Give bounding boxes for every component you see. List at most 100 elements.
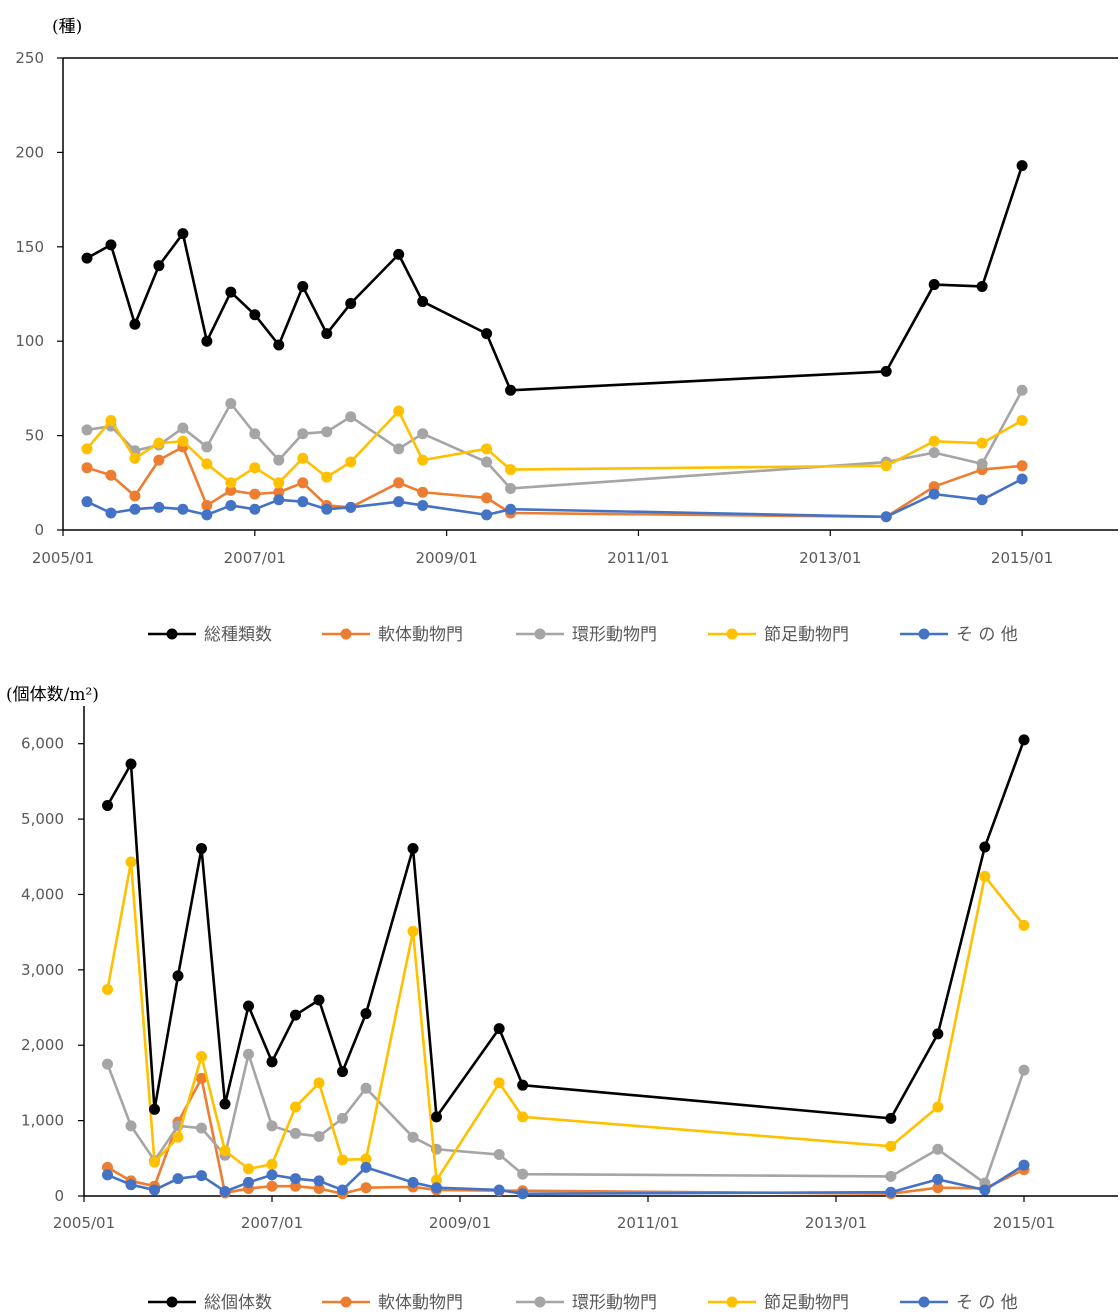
data-point bbox=[149, 1103, 160, 1115]
data-point bbox=[481, 443, 493, 455]
data-point bbox=[431, 1182, 442, 1194]
data-point bbox=[407, 842, 419, 854]
legend-label: 節足動物門 bbox=[764, 625, 849, 645]
data-point bbox=[321, 328, 333, 340]
data-point bbox=[196, 1170, 207, 1182]
legend-marker bbox=[534, 628, 546, 640]
data-point bbox=[976, 437, 988, 449]
x-tick-label: 2007/01 bbox=[241, 1214, 303, 1232]
data-point bbox=[125, 856, 137, 868]
data-point bbox=[517, 1168, 529, 1180]
data-point bbox=[417, 428, 429, 440]
legend-marker bbox=[534, 1296, 546, 1308]
species-count-plot: 0 50 100 150 200 250 2005/01 2007/01 2009/01 2011… bbox=[15, 49, 1118, 645]
data-point bbox=[1016, 473, 1028, 485]
y-tick-label: 200 bbox=[15, 143, 44, 161]
data-point bbox=[81, 462, 93, 474]
data-point bbox=[81, 443, 93, 455]
data-point bbox=[225, 286, 237, 298]
legend-label: 環形動物門 bbox=[572, 625, 657, 645]
data-point bbox=[266, 1169, 278, 1181]
y-tick-label: 3,000 bbox=[21, 961, 64, 979]
data-point bbox=[393, 477, 405, 489]
x-tick-label: 2007/01 bbox=[224, 549, 286, 567]
data-point bbox=[297, 428, 309, 440]
data-point bbox=[976, 280, 988, 292]
data-point bbox=[393, 496, 405, 508]
x-tick-label: 2015/01 bbox=[993, 1214, 1055, 1232]
data-point bbox=[313, 1182, 325, 1194]
data-point bbox=[273, 477, 285, 489]
data-point bbox=[1018, 1064, 1030, 1076]
data-point bbox=[149, 1184, 160, 1196]
data-point bbox=[1016, 160, 1028, 172]
y-unit-label: (個体数/m²) bbox=[6, 680, 99, 705]
data-point bbox=[417, 499, 429, 511]
legend-marker bbox=[166, 628, 178, 640]
data-point bbox=[153, 501, 165, 513]
data-point bbox=[321, 471, 333, 483]
y-tick-label: 2,000 bbox=[21, 1036, 64, 1054]
data-point bbox=[219, 1098, 231, 1110]
data-point bbox=[337, 1112, 348, 1124]
data-point bbox=[360, 1008, 372, 1020]
data-point bbox=[517, 1079, 529, 1091]
species-count-chart: (種) 0 50 100 150 200 250 2005/01 2007/01 2009/01… bbox=[15, 17, 1118, 645]
data-point bbox=[177, 503, 189, 515]
data-point bbox=[172, 970, 184, 982]
series-line bbox=[85, 409, 1023, 485]
y-tick-label: 0 bbox=[54, 1187, 64, 1205]
data-point bbox=[266, 1158, 278, 1170]
data-point bbox=[196, 842, 207, 854]
data-point bbox=[273, 339, 285, 351]
y-tick-label: 6,000 bbox=[21, 735, 64, 753]
x-tick-label: 2005/01 bbox=[32, 549, 94, 567]
y-unit-text: (個体数/m²) bbox=[6, 685, 99, 705]
data-point bbox=[129, 452, 141, 464]
individual-count-plot: 0 1,000 2,000 3,000 4,000 5,000 6,000 2005/01 20… bbox=[21, 706, 1118, 1312]
data-point bbox=[81, 424, 93, 436]
data-point bbox=[1016, 414, 1028, 426]
data-point bbox=[153, 454, 165, 466]
x-tick-label: 2013/01 bbox=[805, 1214, 867, 1232]
data-point bbox=[290, 1009, 301, 1021]
data-point bbox=[976, 458, 988, 470]
data-point bbox=[431, 1111, 442, 1123]
data-point bbox=[129, 318, 141, 330]
data-point bbox=[417, 454, 429, 466]
data-point bbox=[1018, 734, 1030, 746]
x-tick-label: 2013/01 bbox=[799, 549, 861, 567]
legend-marker bbox=[726, 1296, 738, 1308]
data-point bbox=[201, 441, 213, 453]
legend-label: そ の 他 bbox=[956, 1293, 1018, 1312]
legend-marker bbox=[726, 628, 738, 640]
data-point bbox=[172, 1173, 184, 1185]
legend-label: 軟体動物門 bbox=[378, 1293, 463, 1312]
data-point bbox=[360, 1182, 372, 1194]
data-point bbox=[81, 252, 93, 264]
data-point bbox=[1018, 1159, 1030, 1171]
data-point bbox=[105, 469, 117, 481]
data-point bbox=[407, 925, 419, 937]
data-point bbox=[313, 1077, 325, 1089]
data-point bbox=[125, 758, 137, 770]
data-point bbox=[196, 1072, 207, 1084]
data-point bbox=[517, 1111, 529, 1123]
data-point bbox=[393, 443, 405, 455]
data-point bbox=[249, 488, 261, 500]
y-tick-label: 4,000 bbox=[21, 885, 64, 903]
data-point bbox=[172, 1131, 184, 1143]
data-point bbox=[493, 1184, 505, 1196]
y-tick-label: 50 bbox=[25, 427, 44, 445]
data-point bbox=[932, 1182, 944, 1194]
data-point bbox=[431, 1174, 442, 1186]
data-point bbox=[249, 503, 261, 515]
y-tick-label: 150 bbox=[15, 238, 44, 256]
data-point bbox=[266, 1120, 278, 1132]
data-point bbox=[201, 509, 213, 521]
data-point bbox=[196, 1051, 207, 1063]
data-point bbox=[297, 496, 309, 508]
y-tick-label: 100 bbox=[15, 332, 44, 350]
data-point bbox=[105, 414, 117, 426]
data-point bbox=[1018, 919, 1030, 931]
